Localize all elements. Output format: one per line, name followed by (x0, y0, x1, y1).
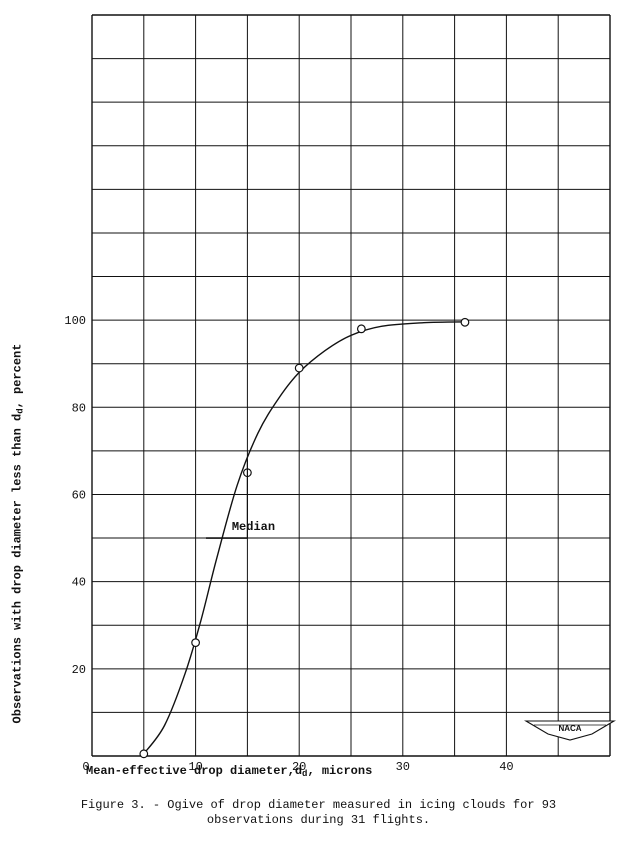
x-tick-label: 20 (292, 760, 306, 774)
data-point (294, 363, 304, 373)
naca-logo-text: NACA (558, 724, 581, 733)
ogive-curve-layer (143, 321, 466, 755)
y-tick-label: 60 (72, 488, 86, 502)
naca-wing-shape (523, 720, 617, 741)
caption-line-2: observations during 31 flights. (206, 813, 431, 827)
median-label: Median (232, 520, 275, 534)
median-annotation: Median (205, 459, 275, 539)
data-point (356, 324, 366, 334)
x-tick-label: 30 (396, 760, 410, 774)
y-axis-label: Observations with drop diameter less tha… (10, 343, 26, 724)
y-tick-label: 20 (72, 663, 86, 677)
naca-logo: NACA (523, 720, 617, 741)
grid (91, 14, 611, 757)
data-points (139, 317, 470, 759)
y-tick-label: 100 (64, 314, 86, 328)
y-tick-labels: 20 40 60 80 100 (64, 314, 86, 677)
x-axis-label: Mean-effective drop diameter,dd, microns (86, 764, 373, 779)
caption-line-1: Figure 3. - Ogive of drop diameter measu… (80, 798, 557, 812)
y-tick-label: 40 (72, 576, 86, 590)
x-tick-labels: 0 10 20 30 40 (82, 760, 513, 774)
x-tick-label: 40 (499, 760, 513, 774)
figure-caption: Figure 3. - Ogive of drop diameter measu… (0, 798, 637, 828)
ogive-curve (143, 321, 466, 755)
data-point (191, 638, 201, 648)
y-tick-label: 80 (72, 401, 86, 415)
x-tick-label: 0 (82, 760, 89, 774)
x-tick-label: 10 (188, 760, 202, 774)
data-point (460, 317, 470, 327)
data-point (139, 749, 149, 759)
